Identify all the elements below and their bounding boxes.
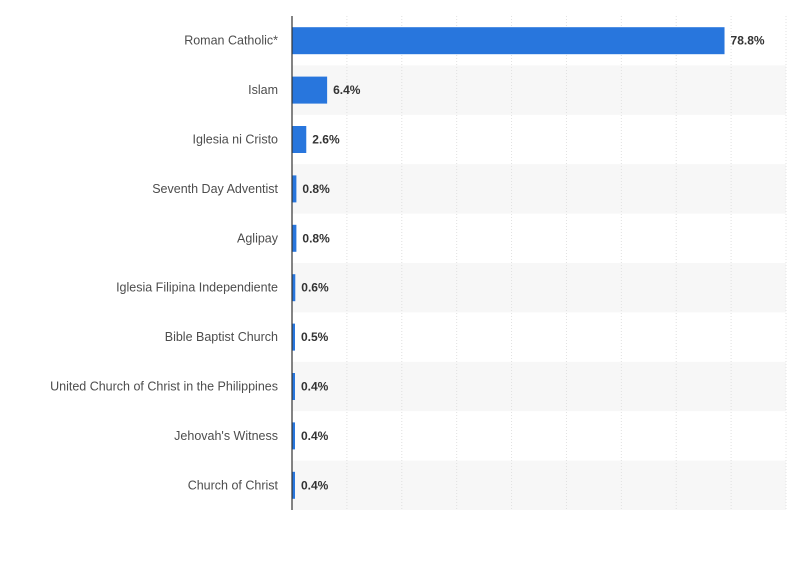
- bar[interactable]: [292, 274, 296, 302]
- bar[interactable]: [292, 175, 297, 203]
- value-label: 0.8%: [302, 231, 330, 245]
- value-label: 0.4%: [301, 380, 329, 394]
- category-label: Iglesia Filipina Independiente: [116, 281, 278, 295]
- bar[interactable]: [292, 224, 297, 252]
- bar[interactable]: [292, 471, 295, 499]
- bar[interactable]: [292, 126, 307, 153]
- row-stripe: [292, 164, 786, 214]
- category-label: Aglipay: [237, 231, 279, 245]
- value-labels: 78.8% 6.4% 2.6% 0.8% 0.8% 0.6% 0.5% 0.4% 0.4% 0.4…: [301, 34, 765, 493]
- value-label: 0.4%: [301, 429, 329, 443]
- category-label: Roman Catholic*: [184, 34, 278, 48]
- value-label: 0.8%: [302, 182, 330, 196]
- gridlines: [346, 16, 787, 510]
- row-stripes: [292, 65, 786, 510]
- bar[interactable]: [292, 27, 725, 55]
- row-stripe: [292, 460, 786, 510]
- category-label: Seventh Day Adventist: [152, 182, 278, 196]
- bar[interactable]: [292, 323, 295, 351]
- row-stripe: [292, 361, 786, 412]
- bar[interactable]: [292, 373, 295, 400]
- bar[interactable]: [292, 76, 328, 104]
- category-label: United Church of Christ in the Philippin…: [50, 380, 278, 394]
- row-stripe: [292, 65, 786, 115]
- row-stripe: [292, 263, 786, 313]
- category-labels: Roman Catholic* Islam Iglesia ni Cristo Sev…: [50, 34, 279, 493]
- value-label: 0.4%: [301, 478, 329, 492]
- value-label: 0.6%: [301, 281, 329, 295]
- category-label: Jehovah's Witness: [174, 429, 278, 443]
- value-label: 0.5%: [301, 330, 329, 344]
- category-label: Bible Baptist Church: [165, 330, 278, 344]
- value-label: 78.8%: [731, 34, 765, 48]
- value-label: 6.4%: [333, 83, 361, 97]
- category-label: Church of Christ: [188, 478, 279, 492]
- value-label: 2.6%: [312, 133, 340, 147]
- category-label: Iglesia ni Cristo: [193, 133, 278, 147]
- bars: [292, 27, 725, 499]
- category-label: Islam: [248, 83, 278, 97]
- bar[interactable]: [292, 422, 295, 450]
